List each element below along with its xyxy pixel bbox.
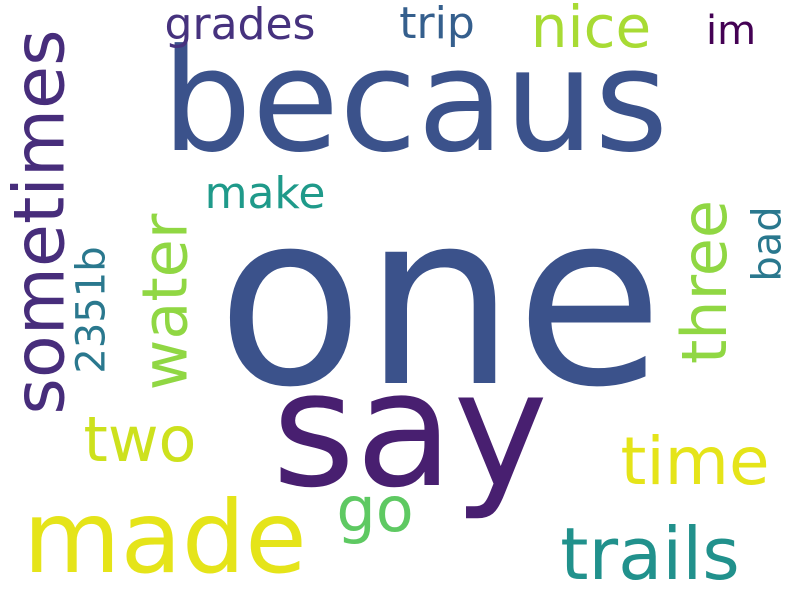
word-bad: bad <box>744 206 791 282</box>
word-go: go <box>336 473 414 546</box>
word-made: made <box>23 479 307 596</box>
word-sometimes: sometimes <box>0 29 82 415</box>
word-2351b: 2351b <box>69 246 115 374</box>
word-water: water <box>128 213 201 391</box>
word-trip: trip <box>399 0 475 49</box>
word-one: one <box>216 160 664 440</box>
word-nice: nice <box>530 0 652 61</box>
word-grades: grades <box>164 0 316 50</box>
word-im: im <box>705 8 757 54</box>
word-make: make <box>204 168 326 219</box>
word-three: three <box>668 199 741 365</box>
word-time: time <box>620 423 770 500</box>
word-two: two <box>83 403 197 476</box>
word-say: say <box>271 336 549 523</box>
word-becaus: becaus <box>161 19 669 184</box>
word-trails: trails <box>560 512 740 596</box>
